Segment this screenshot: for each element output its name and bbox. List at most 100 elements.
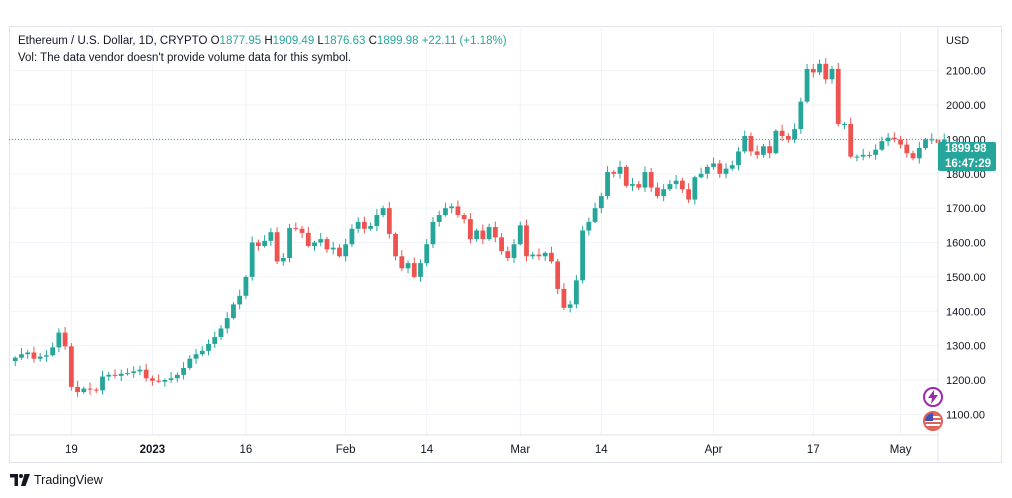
candle-up xyxy=(168,372,174,383)
candle-body xyxy=(224,318,230,329)
candle-body xyxy=(143,369,149,379)
candle-body xyxy=(617,166,623,174)
x-tick-label: 14 xyxy=(595,444,608,456)
candle-body xyxy=(368,226,374,229)
candle-body xyxy=(31,352,37,359)
candle-body xyxy=(37,356,43,359)
last-price-tag: 1899.98 xyxy=(938,142,996,157)
x-tick-label: Feb xyxy=(336,444,356,456)
candle-down xyxy=(835,62,841,127)
symbol-title[interactable]: Ethereum / U.S. Dollar, 1D, CRYPTO xyxy=(18,35,208,47)
candle-body xyxy=(199,350,205,355)
candle-up xyxy=(867,151,872,159)
candle-up xyxy=(761,143,766,158)
candle-body xyxy=(206,343,211,351)
y-tick-label: 1600.00 xyxy=(946,238,986,250)
candle-body xyxy=(605,172,610,197)
candle-body xyxy=(592,208,598,222)
candle-body xyxy=(255,242,261,246)
candle-body xyxy=(424,244,430,264)
y-tick-label: 1800.00 xyxy=(946,169,986,181)
candle-body xyxy=(748,135,754,152)
candle-down xyxy=(455,200,461,218)
candle-body xyxy=(835,68,841,124)
candle-down xyxy=(31,346,37,363)
candle-body xyxy=(118,373,124,376)
candle-up xyxy=(424,239,430,267)
y-tick-label: 1400.00 xyxy=(946,306,986,318)
candle-body xyxy=(873,149,879,155)
candle-body xyxy=(623,166,629,186)
candle-body xyxy=(430,221,436,245)
candle-up xyxy=(249,236,255,281)
candle-body xyxy=(567,304,573,308)
candle-up xyxy=(517,221,523,246)
candle-body xyxy=(386,208,392,234)
candle-up xyxy=(742,130,748,154)
candle-body xyxy=(486,227,492,240)
candle-up xyxy=(280,253,286,266)
candle-body xyxy=(941,139,947,143)
candle-up xyxy=(418,259,423,282)
candle-up xyxy=(511,239,517,263)
candle-body xyxy=(181,367,186,375)
candle-up xyxy=(287,224,292,263)
candle-down xyxy=(305,226,311,248)
candle-up xyxy=(873,144,879,160)
candle-up xyxy=(174,372,180,383)
candle-up xyxy=(673,174,679,189)
candle-up xyxy=(355,217,361,233)
x-tick-label: 19 xyxy=(65,444,78,456)
candle-body xyxy=(262,240,268,246)
candle-down xyxy=(274,227,280,264)
candle-down xyxy=(505,246,511,262)
candle-up xyxy=(630,178,635,191)
candle-down xyxy=(411,257,417,279)
candle-body xyxy=(767,146,773,154)
candle-down xyxy=(785,133,791,143)
branding[interactable]: TradingView xyxy=(10,473,103,487)
candle-up xyxy=(118,369,124,382)
candle-body xyxy=(679,180,685,190)
candle-down xyxy=(891,132,897,143)
candle-body xyxy=(879,141,885,150)
candle-body xyxy=(798,101,804,130)
candle-body xyxy=(561,288,567,308)
candle-body xyxy=(411,263,417,277)
candle-body xyxy=(455,206,461,216)
candle-body xyxy=(729,165,735,169)
candle-body xyxy=(106,374,112,377)
candle-up xyxy=(567,300,573,313)
candle-body xyxy=(505,251,511,258)
candle-up xyxy=(580,225,586,284)
candle-body xyxy=(536,254,542,257)
candle-down xyxy=(754,145,760,159)
candle-body xyxy=(704,166,710,174)
candle-up xyxy=(312,240,317,251)
y-tick-label: 2000.00 xyxy=(946,100,986,112)
low-value: 1876.63 xyxy=(323,35,366,47)
x-tick-label: 2023 xyxy=(140,444,166,456)
candle-body xyxy=(636,184,642,188)
candle-up xyxy=(100,370,105,395)
candle-body xyxy=(212,337,218,344)
candle-body xyxy=(418,263,423,277)
candle-body xyxy=(573,280,579,305)
candle-body xyxy=(785,135,791,140)
candle-body xyxy=(898,139,903,145)
candle-body xyxy=(125,373,130,375)
candle-up xyxy=(106,371,112,381)
lightning-icon[interactable] xyxy=(923,387,943,407)
candle-up xyxy=(162,378,168,387)
candlestick-chart[interactable]: USD 1100.00 1200.00 1300.00 1400.00 1500.00 16… xyxy=(9,26,1002,463)
us-flag-icon[interactable] xyxy=(923,411,943,431)
candle-down xyxy=(461,213,467,224)
candle-up xyxy=(598,192,604,214)
candle-body xyxy=(174,374,180,379)
candle-body xyxy=(249,242,255,277)
candle-down xyxy=(810,64,816,78)
candle-body xyxy=(829,68,835,80)
candles xyxy=(12,58,947,397)
candle-body xyxy=(754,151,760,155)
candle-down xyxy=(393,232,398,261)
